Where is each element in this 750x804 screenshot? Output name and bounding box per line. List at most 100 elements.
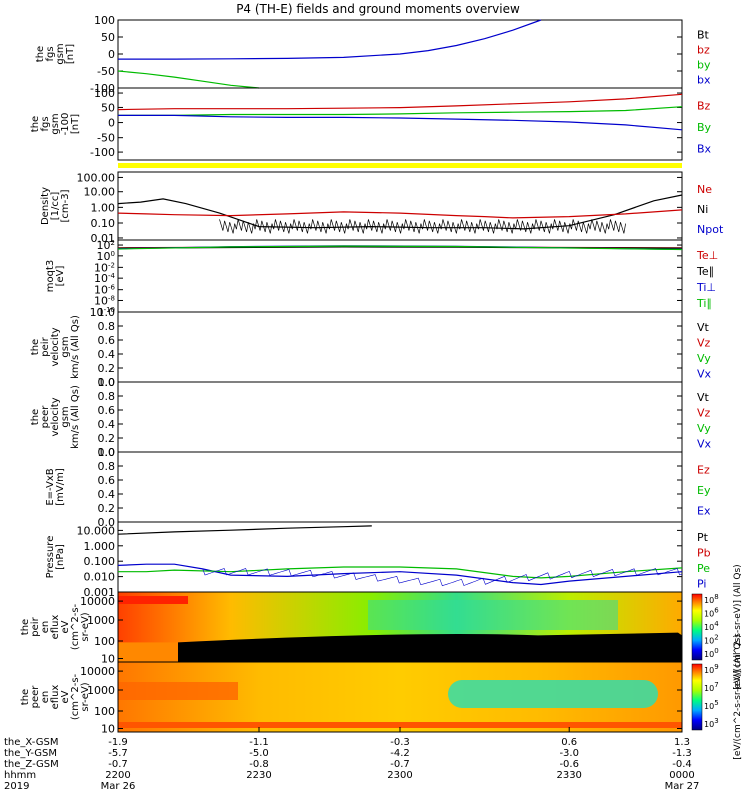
heatmap-nodata-region xyxy=(178,632,682,662)
y-axis-label: [cm-3] xyxy=(60,189,71,222)
legend-Ti∥: Ti∥ xyxy=(696,297,712,310)
y-axis-label: gsm xyxy=(55,43,66,64)
series-line-fgs-1 xyxy=(117,70,260,89)
y-tick-label: 1.0 xyxy=(98,446,116,459)
y-tick-label: 100 xyxy=(94,87,115,100)
legend-Pt: Pt xyxy=(697,531,709,544)
y-tick-label: -100 xyxy=(90,146,115,159)
y-axis-label: E=-VxB xyxy=(45,468,56,505)
y-tick-label: 0.001 xyxy=(84,586,116,599)
y-tick-label: 1000 xyxy=(87,614,115,627)
y-axis-label: eflux xyxy=(50,685,61,710)
x-tick-label: -0.7 xyxy=(108,759,128,770)
y-tick-label: 0.6 xyxy=(98,334,116,347)
y-tick-label: 0.01 xyxy=(91,232,116,245)
colorbar-tick-label: 105 xyxy=(704,699,719,711)
y-tick-label: 50 xyxy=(101,101,115,114)
x-tick-label: -0.4 xyxy=(672,759,692,770)
heatmap-high-flux-band xyxy=(118,596,188,604)
y-axis-label: eV xyxy=(60,690,71,703)
legend-Vy: Vy xyxy=(697,352,711,365)
y-axis-label: eV xyxy=(60,620,71,633)
legend-Bz: Bz xyxy=(697,100,711,113)
y-axis-label: the xyxy=(30,339,41,355)
x-date-label: Mar 26 xyxy=(101,781,136,792)
colorbar-label: [eV/(cm^2-s-sr-eV)] (All Qs) xyxy=(733,634,743,759)
y-tick-label: 0 xyxy=(108,117,115,130)
colorbar xyxy=(691,663,703,731)
x-tick-label: -0.8 xyxy=(249,759,269,770)
legend-Vz: Vz xyxy=(697,406,711,419)
y-axis-label: sr-eV) xyxy=(80,682,91,711)
y-axis-label: the xyxy=(30,116,41,132)
y-tick-label: 10000 xyxy=(80,595,115,608)
heatmap-mid-region xyxy=(368,600,618,630)
y-tick-label: 10 xyxy=(101,723,115,736)
legend-Ne: Ne xyxy=(697,183,712,196)
panel-pressure: 10.000 1.000 0.100 0.010 0.001 Pressure [nPa] P… xyxy=(45,521,711,599)
y-axis-label: Density xyxy=(40,187,51,225)
colorbar-tick-label: 100 xyxy=(704,647,719,659)
x-tick-label: 2200 xyxy=(105,770,130,781)
y-tick-label: 0.2 xyxy=(98,432,116,445)
y-tick-label: 0.0 xyxy=(98,516,116,529)
y-axis-label: [nT] xyxy=(65,44,76,64)
legend-Ez: Ez xyxy=(697,463,710,476)
y-tick-label: 0.0 xyxy=(98,446,116,459)
legend-Te⊥: Te⊥ xyxy=(696,249,718,262)
y-tick-label: -100 xyxy=(90,82,115,95)
legend-Bt: Bt xyxy=(697,29,710,42)
legend-Npot: Npot xyxy=(697,223,724,236)
y-axis-label: en xyxy=(40,621,51,634)
y-tick-label: 0.10 xyxy=(91,217,116,230)
legend-Vt: Vt xyxy=(697,391,710,404)
y-axis-label: [1/cc] xyxy=(50,192,61,221)
x-row-label: the_Y-GSM xyxy=(4,748,57,759)
legend-Bx: Bx xyxy=(697,142,712,155)
y-axis-label: km/s (All Qs) xyxy=(70,315,81,379)
legend-bx: bx xyxy=(697,74,711,87)
y-axis-label: Pressure xyxy=(45,536,56,579)
y-tick-label: 0.2 xyxy=(98,362,116,375)
legend-by: by xyxy=(697,59,711,72)
y-tick-label: 10 xyxy=(101,653,115,666)
series-line-fgs_lowres-1 xyxy=(118,106,683,116)
y-axis-label: the xyxy=(20,619,31,635)
y-tick-label: 0.4 xyxy=(98,418,116,431)
x-tick-label: -5.7 xyxy=(108,748,128,759)
y-axis-label: peir xyxy=(30,616,41,636)
x-tick-label: -4.2 xyxy=(390,748,410,759)
y-tick-label: 0.6 xyxy=(98,404,116,417)
y-axis-label: en xyxy=(40,691,51,704)
x-tick-label: 0000 xyxy=(669,770,694,781)
x-tick-label: 2330 xyxy=(556,770,581,781)
x-row-label: the_X-GSM xyxy=(4,737,58,748)
y-axis-label: the xyxy=(20,689,31,705)
x-tick-label: -0.7 xyxy=(390,759,410,770)
y-tick-label: 0.8 xyxy=(98,460,116,473)
legend-Vy: Vy xyxy=(697,422,711,435)
y-axis-label: gsm xyxy=(60,336,71,357)
y-axis-label: velocity xyxy=(50,397,61,436)
y-axis-label: peer xyxy=(30,685,41,709)
colorbar-tick-label: 106 xyxy=(704,607,719,619)
y-tick-label: 100 xyxy=(97,250,115,263)
y-axis-label: velocity xyxy=(50,327,61,366)
legend-Ex: Ex xyxy=(697,505,711,518)
x-tick-label: 1.3 xyxy=(674,737,690,748)
y-tick-label: 1.0 xyxy=(98,376,116,389)
series-line-fgs_lowres-0 xyxy=(117,93,683,111)
x-tick-label: -3.0 xyxy=(559,748,579,759)
y-tick-label: 1.000 xyxy=(84,540,116,553)
y-axis-label: (cm^2-s- xyxy=(70,673,81,720)
x-tick-label: -1.1 xyxy=(249,737,269,748)
legend-By: By xyxy=(697,121,712,134)
y-axis-label: (cm^2-s- xyxy=(70,603,81,650)
y-axis-label: gsm xyxy=(60,406,71,427)
y-axis-label: moqt3 xyxy=(45,260,56,293)
colorbar-tick-label: 104 xyxy=(704,620,719,632)
